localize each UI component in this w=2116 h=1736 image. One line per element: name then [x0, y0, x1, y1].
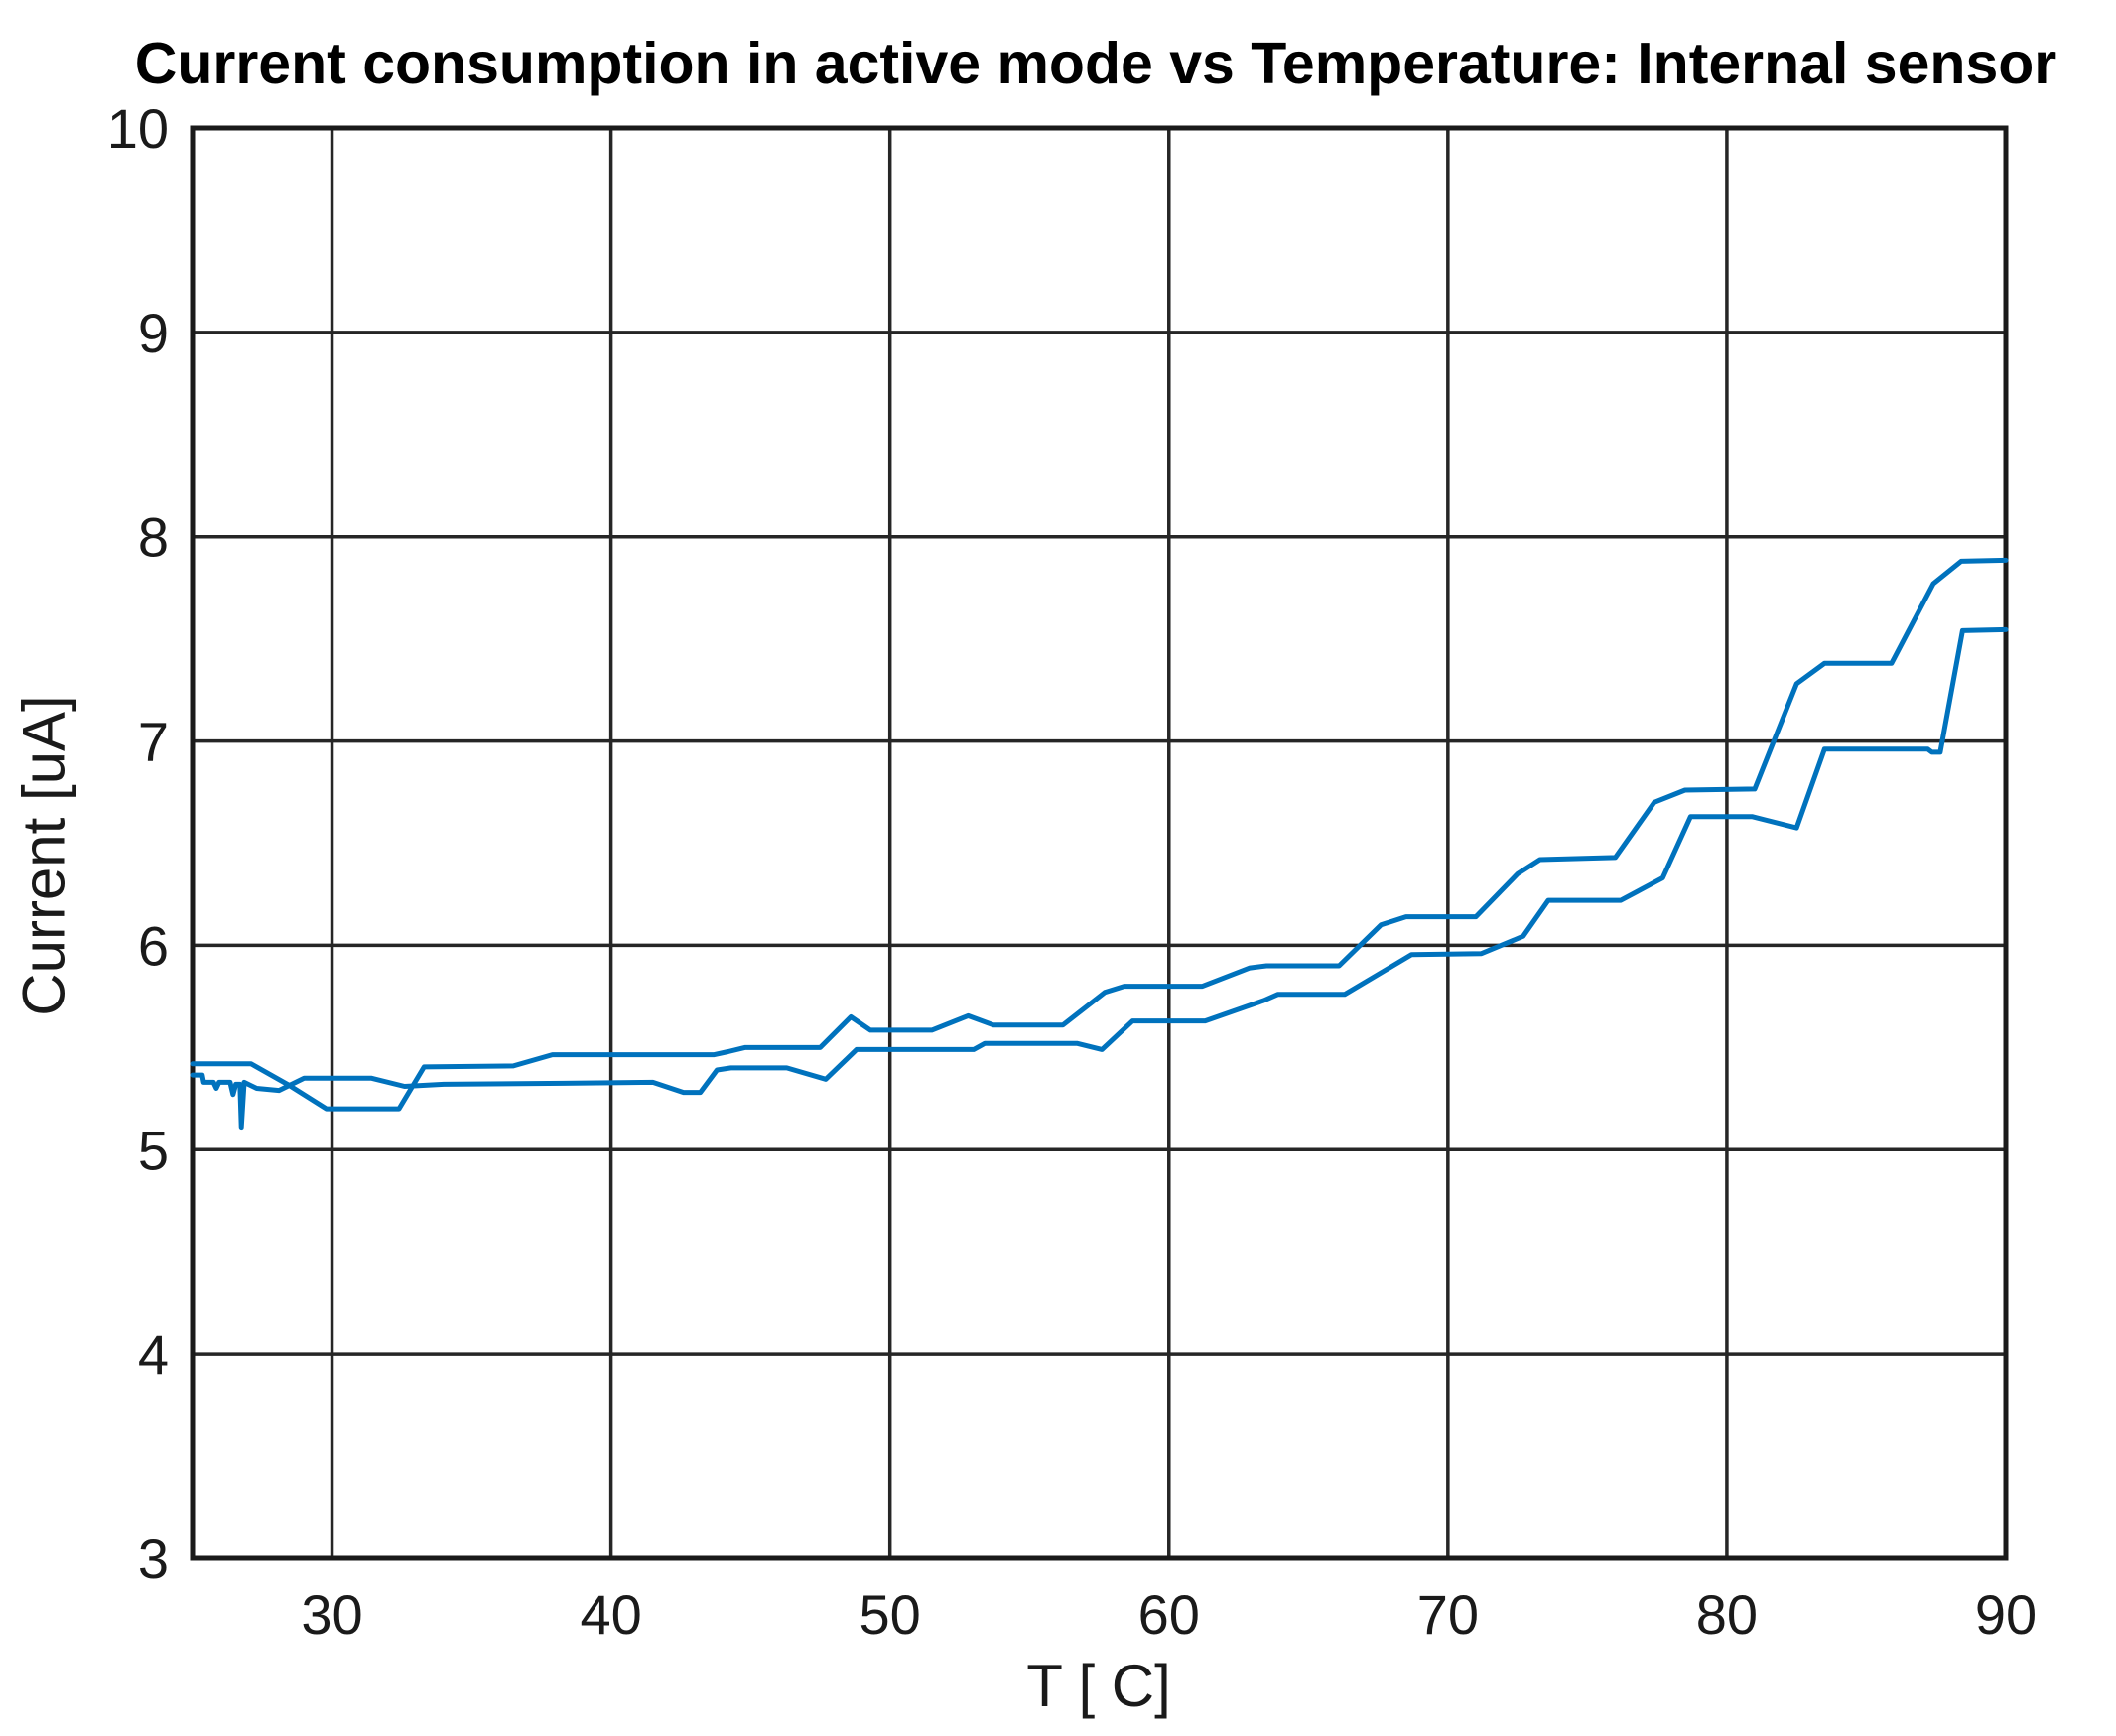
x-tick-label: 70 [1417, 1583, 1479, 1646]
data-line-trace-1 [190, 557, 2009, 1112]
chart-title: Current consumption in active mode vs Te… [134, 31, 2057, 96]
x-tick-label: 50 [860, 1583, 921, 1646]
y-tick-label: 10 [107, 97, 169, 160]
x-tick-label: 80 [1696, 1583, 1758, 1646]
x-tick-label: 30 [301, 1583, 362, 1646]
x-tick-label: 40 [580, 1583, 641, 1646]
y-tick-label: 6 [138, 914, 169, 977]
data-line-trace-2 [190, 626, 2009, 1131]
x-tick-label: 90 [1975, 1583, 2037, 1646]
y-tick-label: 5 [138, 1119, 169, 1181]
x-axis-label: T [ C] [1026, 1653, 1171, 1719]
y-axis-label: Current [uA] [10, 695, 77, 1016]
y-tick-label: 7 [138, 711, 169, 773]
x-tick-label: 60 [1138, 1583, 1200, 1646]
y-tick-label: 4 [138, 1323, 169, 1386]
axes-box [190, 125, 2009, 1561]
y-tick-label: 9 [138, 302, 169, 364]
y-tick-label: 3 [138, 1528, 169, 1590]
y-tick-label: 8 [138, 506, 169, 569]
